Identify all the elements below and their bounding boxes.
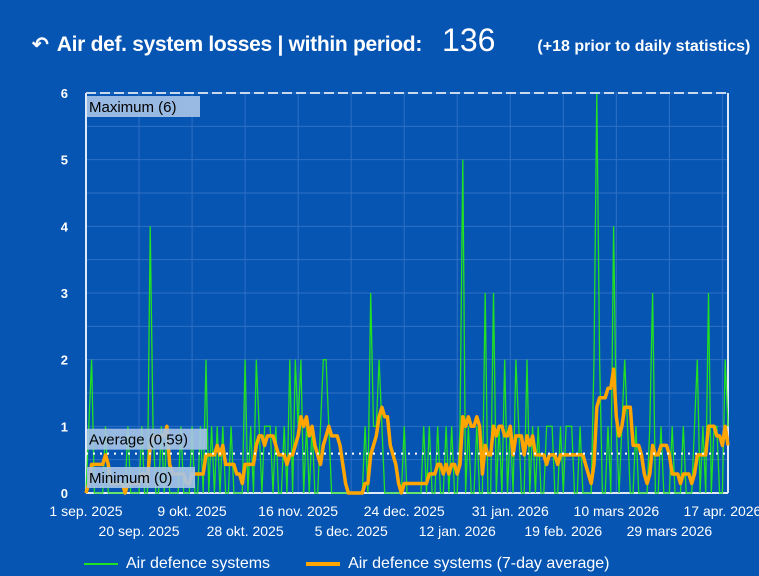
prior-note: (+18 prior to daily statistics) bbox=[537, 38, 751, 55]
x-axis-labels: 1 sep. 2025 20 sep. 2025 9 okt. 2025 28 okt… bbox=[49, 503, 759, 539]
legend-swatch-daily bbox=[84, 563, 118, 565]
legend-label-average: Air defence systems (7-day average) bbox=[348, 555, 610, 572]
x-tick-label: 31 jan. 2026 bbox=[472, 503, 549, 519]
x-tick-label: 24 dec. 2025 bbox=[364, 503, 445, 519]
x-tick-label: 20 sep. 2025 bbox=[99, 523, 180, 539]
undo-arrow-icon[interactable]: ↶ bbox=[32, 34, 49, 56]
x-tick-label: 29 mars 2026 bbox=[627, 523, 713, 539]
legend-swatch-average bbox=[306, 562, 341, 566]
annotations: Maximum (6) Average (0,59) Minimum (0) bbox=[86, 92, 728, 488]
maximum-box bbox=[87, 96, 200, 117]
x-tick-label: 16 nov. 2025 bbox=[258, 503, 338, 519]
legend-item-average[interactable]: Air defence systems (7-day average) bbox=[306, 555, 610, 573]
y-tick-label: 5 bbox=[61, 153, 68, 168]
chart-title: ↶ Air def. system losses | within period… bbox=[32, 22, 750, 59]
maximum-label: Maximum (6) bbox=[89, 99, 177, 116]
total-count: 136 bbox=[442, 22, 496, 58]
x-tick-label: 19 feb. 2026 bbox=[524, 523, 602, 539]
y-tick-label: 6 bbox=[61, 86, 68, 101]
average-label: Average (0,59) bbox=[89, 432, 188, 449]
legend: Air defence systems Air defence systems … bbox=[84, 555, 646, 573]
x-tick-label: 28 okt. 2025 bbox=[207, 523, 284, 539]
minimum-box bbox=[87, 467, 195, 488]
minimum-label: Minimum (0) bbox=[89, 470, 172, 487]
average-box bbox=[87, 428, 207, 450]
x-tick-label: 9 okt. 2025 bbox=[157, 503, 226, 519]
y-axis-labels: 0 1 2 3 4 5 6 bbox=[61, 86, 69, 501]
y-tick-label: 4 bbox=[61, 219, 69, 234]
x-tick-label: 5 dec. 2025 bbox=[315, 523, 388, 539]
x-tick-label: 12 jan. 2026 bbox=[419, 523, 496, 539]
x-tick-label: 1 sep. 2025 bbox=[49, 503, 122, 519]
legend-label-daily: Air defence systems bbox=[126, 555, 271, 572]
x-tick-label: 17 apr. 2026 bbox=[683, 503, 759, 519]
x-tick-label: 10 mars 2026 bbox=[574, 503, 660, 519]
legend-item-daily[interactable]: Air defence systems bbox=[84, 555, 270, 573]
title-text: Air def. system losses | within period: bbox=[56, 33, 423, 56]
y-tick-label: 3 bbox=[61, 286, 68, 301]
grid bbox=[85, 92, 729, 494]
y-tick-label: 2 bbox=[61, 353, 68, 368]
y-tick-label: 1 bbox=[61, 419, 68, 434]
y-tick-label: 0 bbox=[61, 486, 68, 501]
